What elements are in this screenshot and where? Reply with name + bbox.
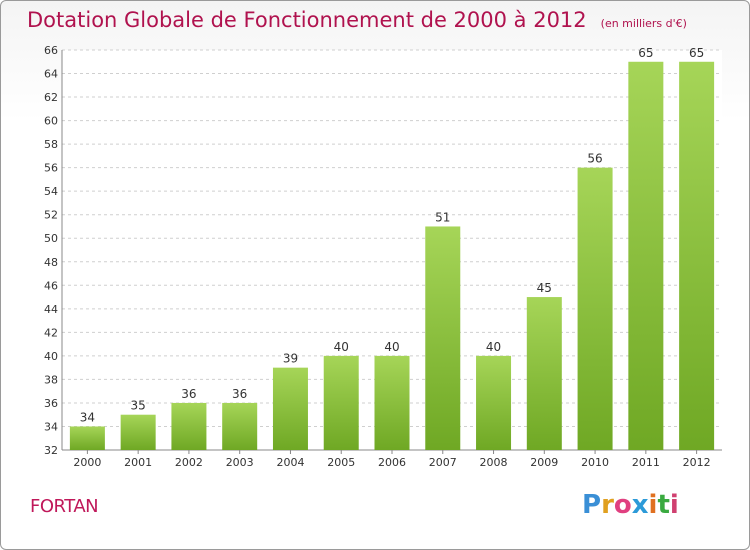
y-tick-label: 34 bbox=[44, 420, 58, 433]
y-tick-label: 36 bbox=[44, 397, 58, 410]
bars bbox=[69, 61, 715, 450]
bar bbox=[323, 355, 359, 450]
bar bbox=[272, 367, 308, 450]
bar bbox=[476, 355, 512, 450]
y-tick-label: 54 bbox=[44, 185, 58, 198]
x-tick-label: 2003 bbox=[226, 456, 254, 469]
y-tick-label: 56 bbox=[44, 162, 58, 175]
y-tick-label: 46 bbox=[44, 279, 58, 292]
bar bbox=[526, 297, 562, 450]
x-tick-label: 2004 bbox=[276, 456, 304, 469]
bar bbox=[628, 61, 664, 450]
bar bbox=[577, 167, 613, 450]
data-label: 36 bbox=[181, 387, 196, 401]
logo-letter: i bbox=[648, 490, 658, 520]
y-tick-label: 50 bbox=[44, 232, 58, 245]
bar bbox=[120, 414, 156, 450]
data-label: 35 bbox=[131, 399, 146, 413]
logo-letter: o bbox=[613, 490, 632, 520]
data-label: 34 bbox=[80, 410, 95, 424]
x-tick-label: 2012 bbox=[683, 456, 711, 469]
bar bbox=[222, 402, 258, 450]
chart-title: Dotation Globale de Fonctionnement de 20… bbox=[27, 8, 687, 32]
y-tick-label: 52 bbox=[44, 209, 58, 222]
x-tick-label: 2011 bbox=[632, 456, 660, 469]
logo-letter: r bbox=[601, 490, 614, 520]
x-tick-label: 2008 bbox=[480, 456, 508, 469]
chart-title-text: Dotation Globale de Fonctionnement de 20… bbox=[27, 8, 587, 32]
y-tick-label: 32 bbox=[44, 444, 58, 457]
y-tick-label: 66 bbox=[44, 44, 58, 57]
bar bbox=[69, 426, 105, 450]
bar bbox=[425, 226, 461, 450]
y-tick-label: 64 bbox=[44, 68, 58, 81]
y-tick-label: 38 bbox=[44, 373, 58, 386]
labels: 32 34 36 38 40 42 44 46 48 50 52 54 56 58 60 62 64 66 2000… bbox=[44, 44, 711, 469]
bar bbox=[679, 61, 715, 450]
logo-letter: t bbox=[657, 490, 670, 520]
chart-subtitle: (en milliers d'€) bbox=[600, 17, 687, 30]
y-tick-label: 58 bbox=[44, 138, 58, 151]
y-tick-label: 62 bbox=[44, 91, 58, 104]
y-tick-label: 42 bbox=[44, 326, 58, 339]
data-label: 36 bbox=[232, 387, 247, 401]
data-label: 65 bbox=[638, 46, 653, 60]
x-tick-label: 2007 bbox=[429, 456, 457, 469]
data-label: 39 bbox=[283, 352, 298, 366]
data-label: 40 bbox=[334, 340, 349, 354]
data-label: 51 bbox=[435, 210, 450, 224]
x-tick-label: 2000 bbox=[73, 456, 101, 469]
x-tick-label: 2002 bbox=[175, 456, 203, 469]
data-label: 56 bbox=[587, 152, 602, 166]
bar bbox=[171, 402, 207, 450]
y-tick-label: 60 bbox=[44, 115, 58, 128]
x-tick-label: 2006 bbox=[378, 456, 406, 469]
x-tick-label: 2005 bbox=[327, 456, 355, 469]
x-tick-label: 2001 bbox=[124, 456, 152, 469]
data-label: 40 bbox=[486, 340, 501, 354]
logo-letter: i bbox=[669, 490, 679, 520]
proxiti-logo[interactable]: Proxiti bbox=[582, 490, 679, 520]
commune-name: FORTAN bbox=[30, 496, 99, 517]
y-tick-label: 40 bbox=[44, 350, 58, 363]
x-tick-label: 2010 bbox=[581, 456, 609, 469]
logo-letter: x bbox=[631, 490, 649, 520]
y-tick-label: 44 bbox=[44, 303, 58, 316]
data-label: 45 bbox=[537, 281, 552, 295]
y-tick-label: 48 bbox=[44, 256, 58, 269]
data-label: 65 bbox=[689, 46, 704, 60]
logo-letter: P bbox=[582, 490, 602, 520]
bar bbox=[374, 355, 410, 450]
data-label: 40 bbox=[384, 340, 399, 354]
x-tick-label: 2009 bbox=[530, 456, 558, 469]
